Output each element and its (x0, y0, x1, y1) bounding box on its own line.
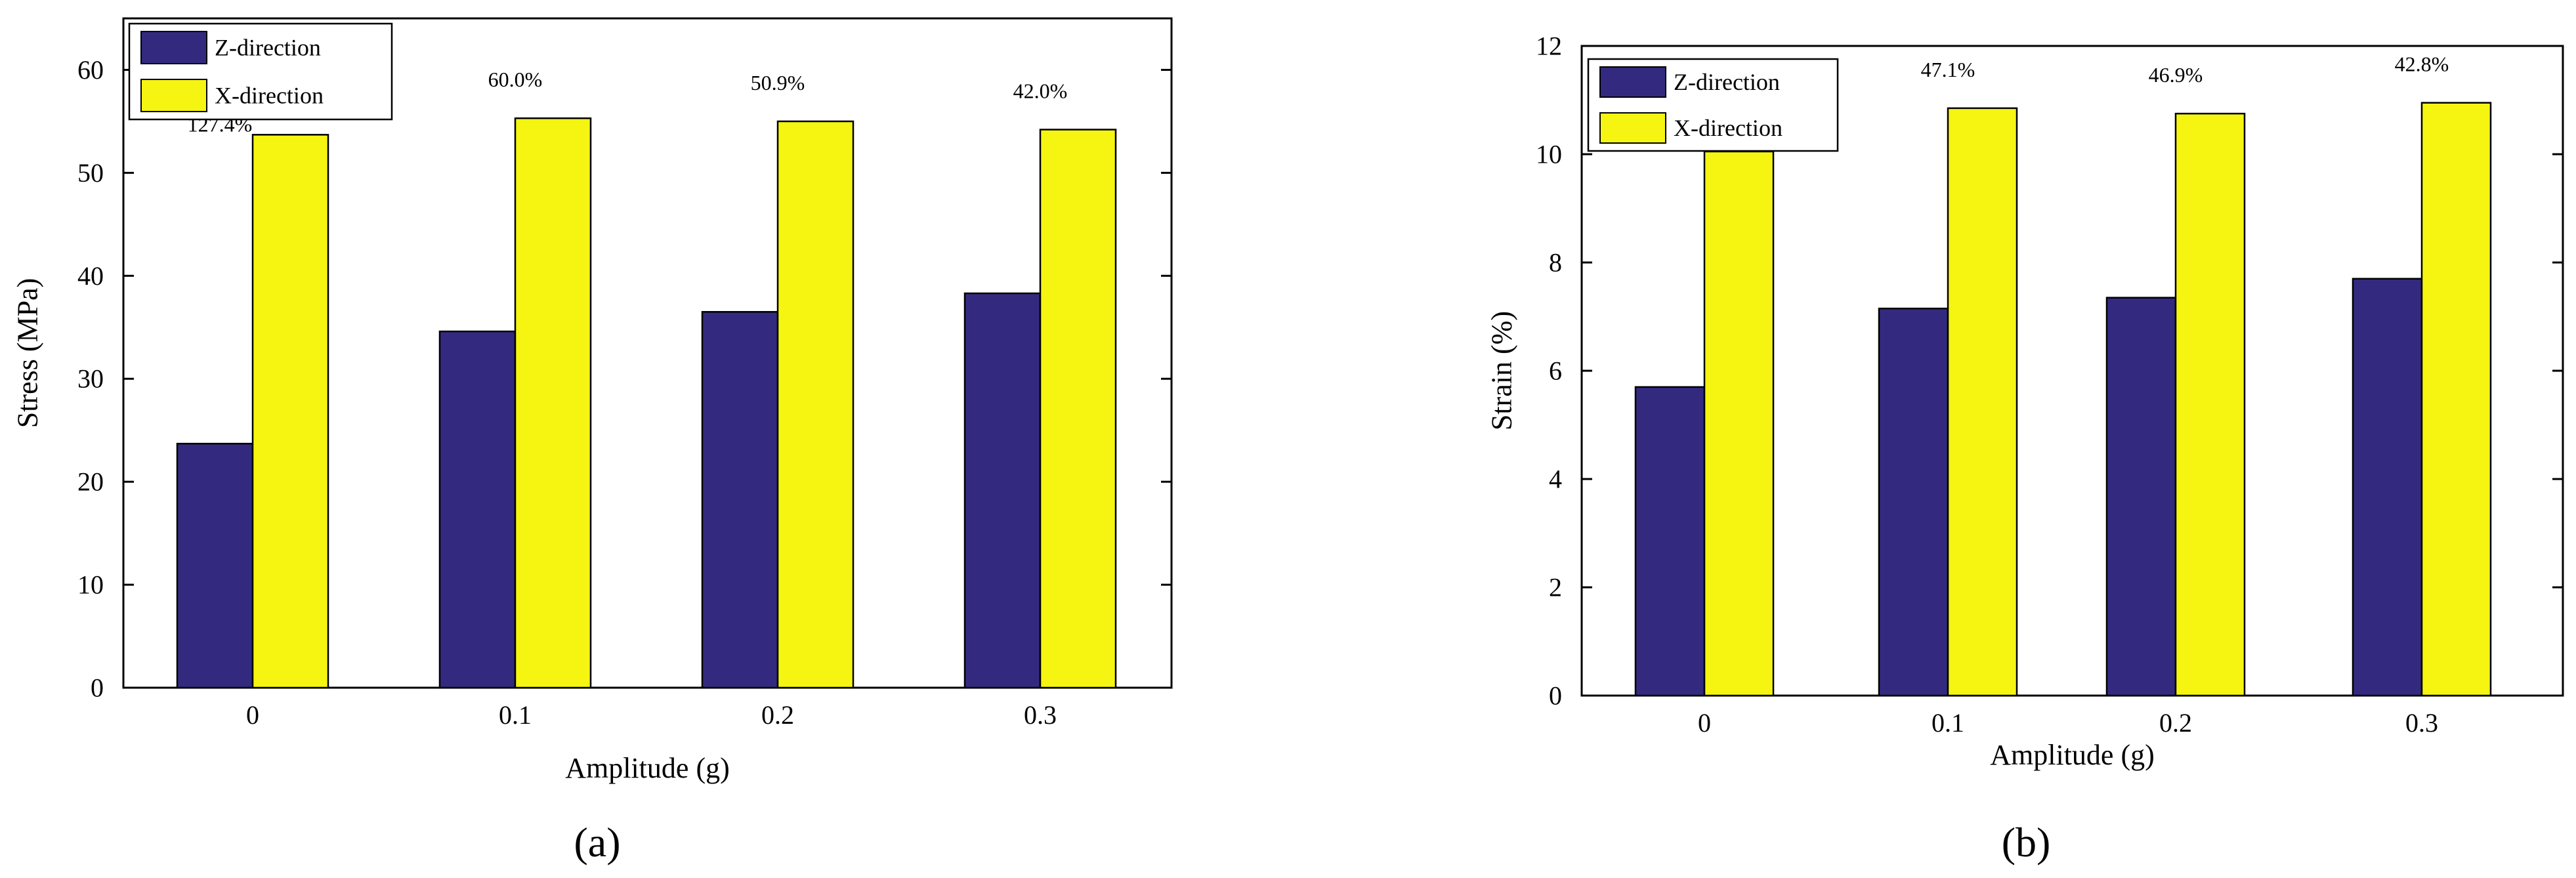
y-tick-label: 6 (1549, 356, 1562, 386)
bar-x-direction (776, 120, 855, 689)
bar-z-direction (2105, 297, 2177, 697)
y-tick-label: 30 (77, 364, 104, 394)
y-tick-label: 20 (77, 467, 104, 497)
bar-percent-label: 60.0% (488, 68, 543, 91)
bar-x-direction (1947, 107, 2018, 697)
bar-z-direction (1634, 386, 1706, 697)
bar-x-direction (251, 134, 329, 689)
x-tick-label: 0.2 (2159, 708, 2192, 738)
y-tick-label: 12 (1536, 31, 1562, 61)
bar-x-direction (514, 117, 592, 689)
y-axis-label: Stress (MPa) (12, 278, 44, 429)
x-tick-label: 0.3 (2405, 708, 2438, 738)
y-tick-label: 8 (1549, 248, 1562, 278)
x-tick-label: 0 (1698, 708, 1711, 738)
y-axis-label: Strain (%) (1486, 311, 1518, 430)
legend-label-x: X-direction (1674, 115, 1783, 141)
bar-z-direction (176, 442, 254, 689)
bar-percent-label: 42.8% (2395, 52, 2449, 76)
bar-x-direction (2174, 112, 2246, 697)
bar-percent-label: 42.0% (1013, 79, 1068, 102)
y-tick-label: 0 (1549, 681, 1562, 711)
bar-x-direction (2420, 102, 2492, 697)
y-tick-label: 60 (77, 55, 104, 85)
bar-percent-label: 46.9% (2149, 63, 2203, 87)
bar-z-direction (701, 310, 779, 689)
bar-z-direction (438, 330, 517, 689)
y-tick-label: 10 (77, 570, 104, 600)
legend-label-x: X-direction (215, 83, 324, 109)
bar-z-direction (963, 292, 1042, 689)
legend: Z-direction X-direction (1587, 58, 1839, 152)
x-tick-label: 0.3 (1024, 700, 1057, 730)
panel-label: (a) (574, 819, 620, 866)
legend-swatch-x (140, 79, 207, 112)
bar-x-direction (1039, 129, 1117, 689)
x-tick-label: 0.2 (761, 700, 794, 730)
bar-percent-label: 50.9% (751, 71, 805, 94)
panel-label: (b) (2002, 819, 2051, 866)
chart-a-stress: 01020304050600127.4%0.160.0%0.250.9%0.34… (12, 17, 1173, 866)
legend-label-z: Z-direction (215, 35, 321, 61)
y-tick-label: 10 (1536, 140, 1562, 169)
legend-swatch-x (1599, 112, 1666, 144)
y-tick-label: 4 (1549, 465, 1562, 494)
legend: Z-direction X-direction (128, 22, 393, 121)
y-tick-label: 0 (91, 673, 104, 703)
bar-z-direction (2352, 278, 2423, 697)
chart-b-strain: 024681012077.9%0.147.1%0.246.9%0.342.8%A… (1486, 31, 2564, 866)
x-axis-label: Amplitude (g) (1990, 739, 2155, 771)
bar-percent-label: 47.1% (1921, 58, 1975, 81)
legend-swatch-z (1599, 66, 1666, 98)
legend-label-z: Z-direction (1674, 69, 1780, 95)
bar-z-direction (1878, 307, 1949, 697)
x-axis-label: Amplitude (g) (565, 752, 730, 784)
y-tick-label: 50 (77, 158, 104, 188)
bar-x-direction (1703, 150, 1775, 697)
x-tick-label: 0 (246, 700, 259, 730)
x-tick-label: 0.1 (1932, 708, 1964, 738)
legend-swatch-z (140, 31, 207, 64)
y-tick-label: 2 (1549, 573, 1562, 602)
y-tick-label: 40 (77, 261, 104, 291)
x-tick-label: 0.1 (499, 700, 532, 730)
plot-frame (122, 17, 1173, 689)
